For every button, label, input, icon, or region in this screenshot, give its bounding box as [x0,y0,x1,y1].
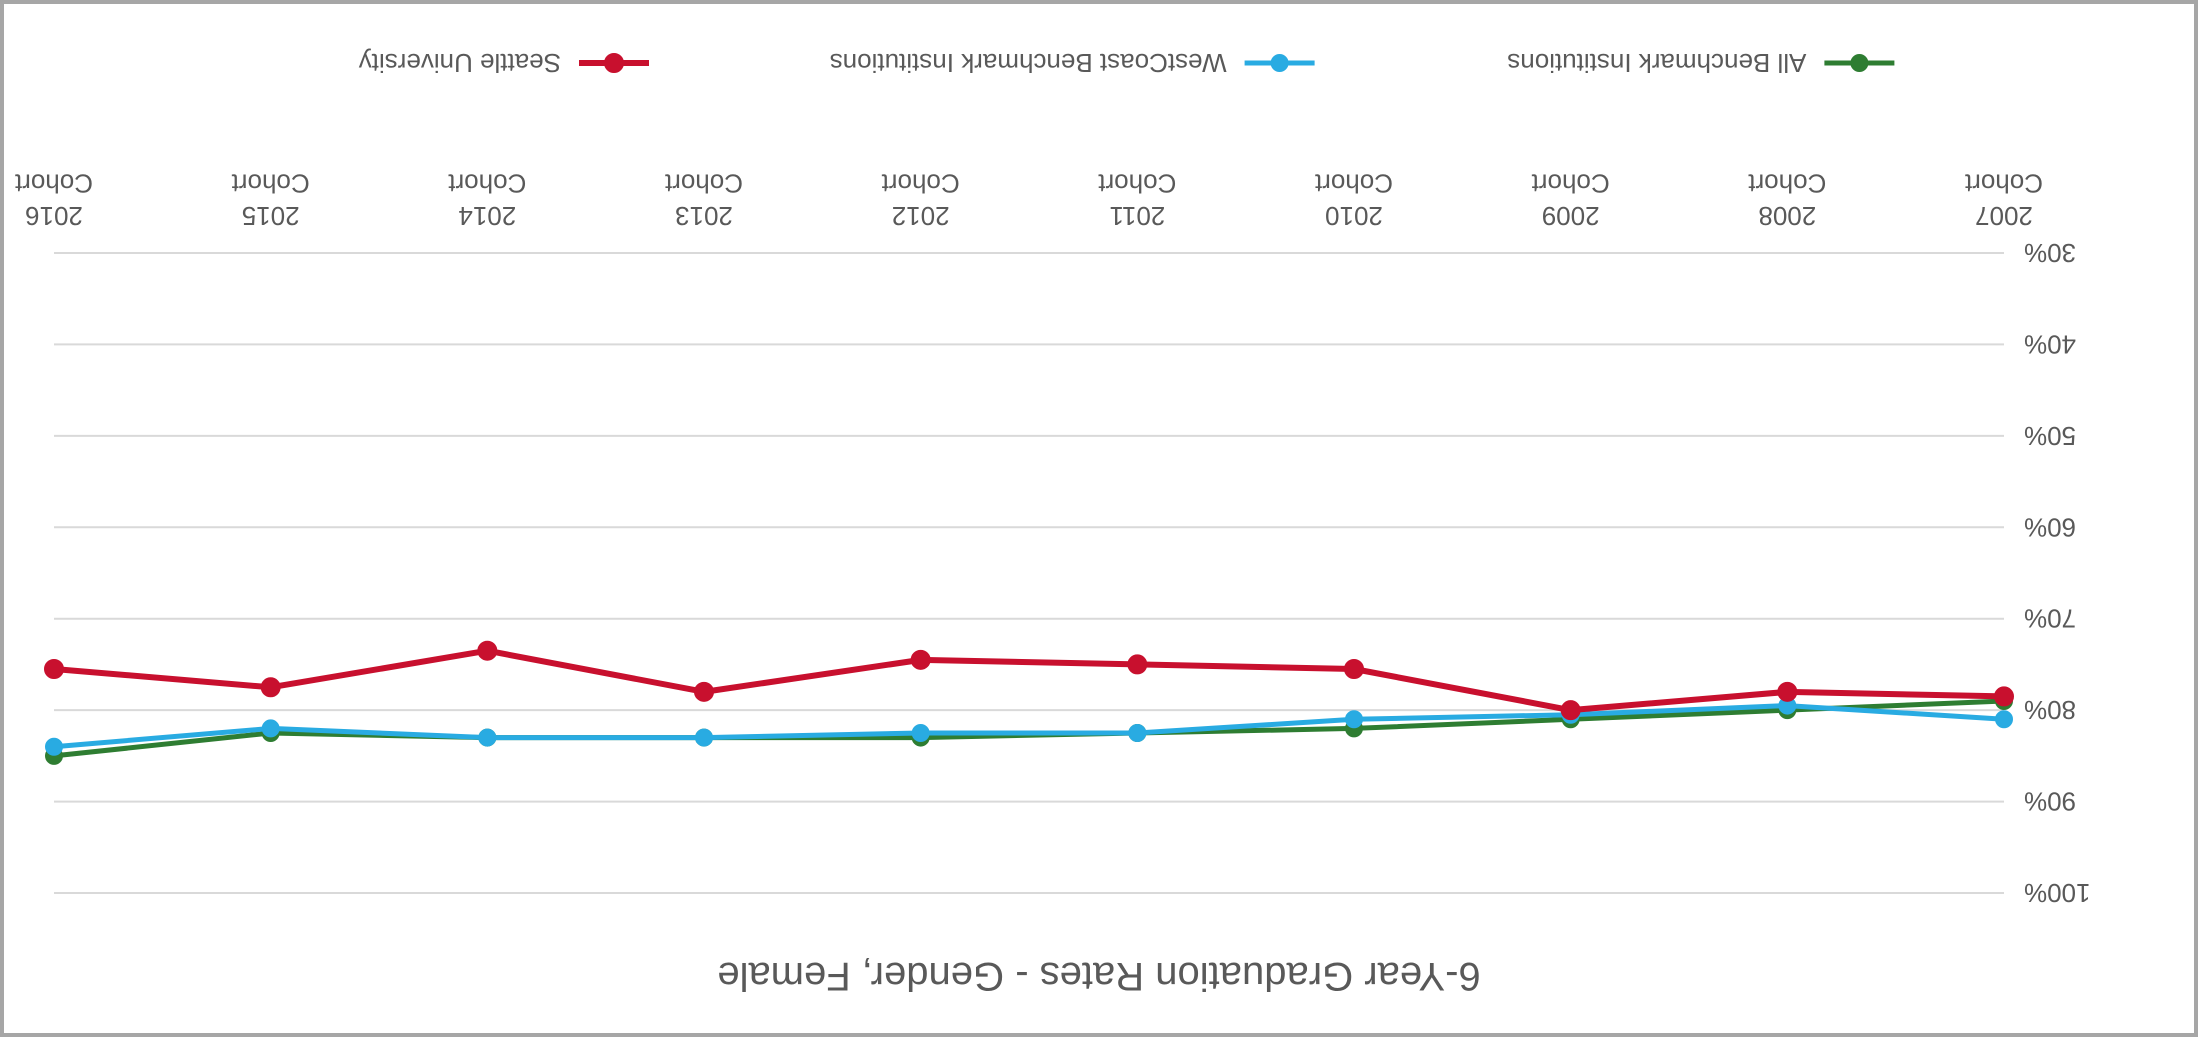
series-marker [913,725,929,741]
legend-label: WestCoast Benchmark Institutions [830,48,1227,78]
legend-marker [1272,55,1288,71]
series-marker [45,660,63,678]
chart-title: 6-Year Graduation Rates - Gender, Female [717,954,1480,998]
y-tick-label: 90% [2024,787,2076,817]
series-marker [1129,725,1145,741]
y-tick-label: 50% [2024,421,2076,451]
series-marker [1128,655,1146,673]
legend-marker [1851,55,1867,71]
legend-marker [605,54,623,72]
series-marker [478,642,496,660]
legend-label: Seattle University [359,48,561,78]
line-chart: 6-Year Graduation Rates - Gender, Female… [4,4,2194,1033]
series-marker [1346,711,1362,727]
series-marker [1345,660,1363,678]
series-marker [479,730,495,746]
series-marker [46,739,62,755]
series-marker [1778,683,1796,701]
chart-container: 6-Year Graduation Rates - Gender, Female… [0,0,2198,1037]
legend-label: All Benchmark Institutions [1507,48,1806,78]
series-marker [262,678,280,696]
chart-background [4,4,2194,1033]
series-marker [1562,701,1580,719]
series-marker [1995,687,2013,705]
y-tick-label: 70% [2024,604,2076,634]
series-marker [912,651,930,669]
series-marker [695,683,713,701]
series-marker [263,720,279,736]
y-tick-label: 30% [2024,238,2076,268]
y-tick-label: 80% [2024,695,2076,725]
y-tick-label: 60% [2024,512,2076,542]
y-tick-label: 40% [2024,329,2076,359]
series-marker [696,730,712,746]
y-tick-label: 100% [2024,878,2091,908]
series-marker [1996,711,2012,727]
